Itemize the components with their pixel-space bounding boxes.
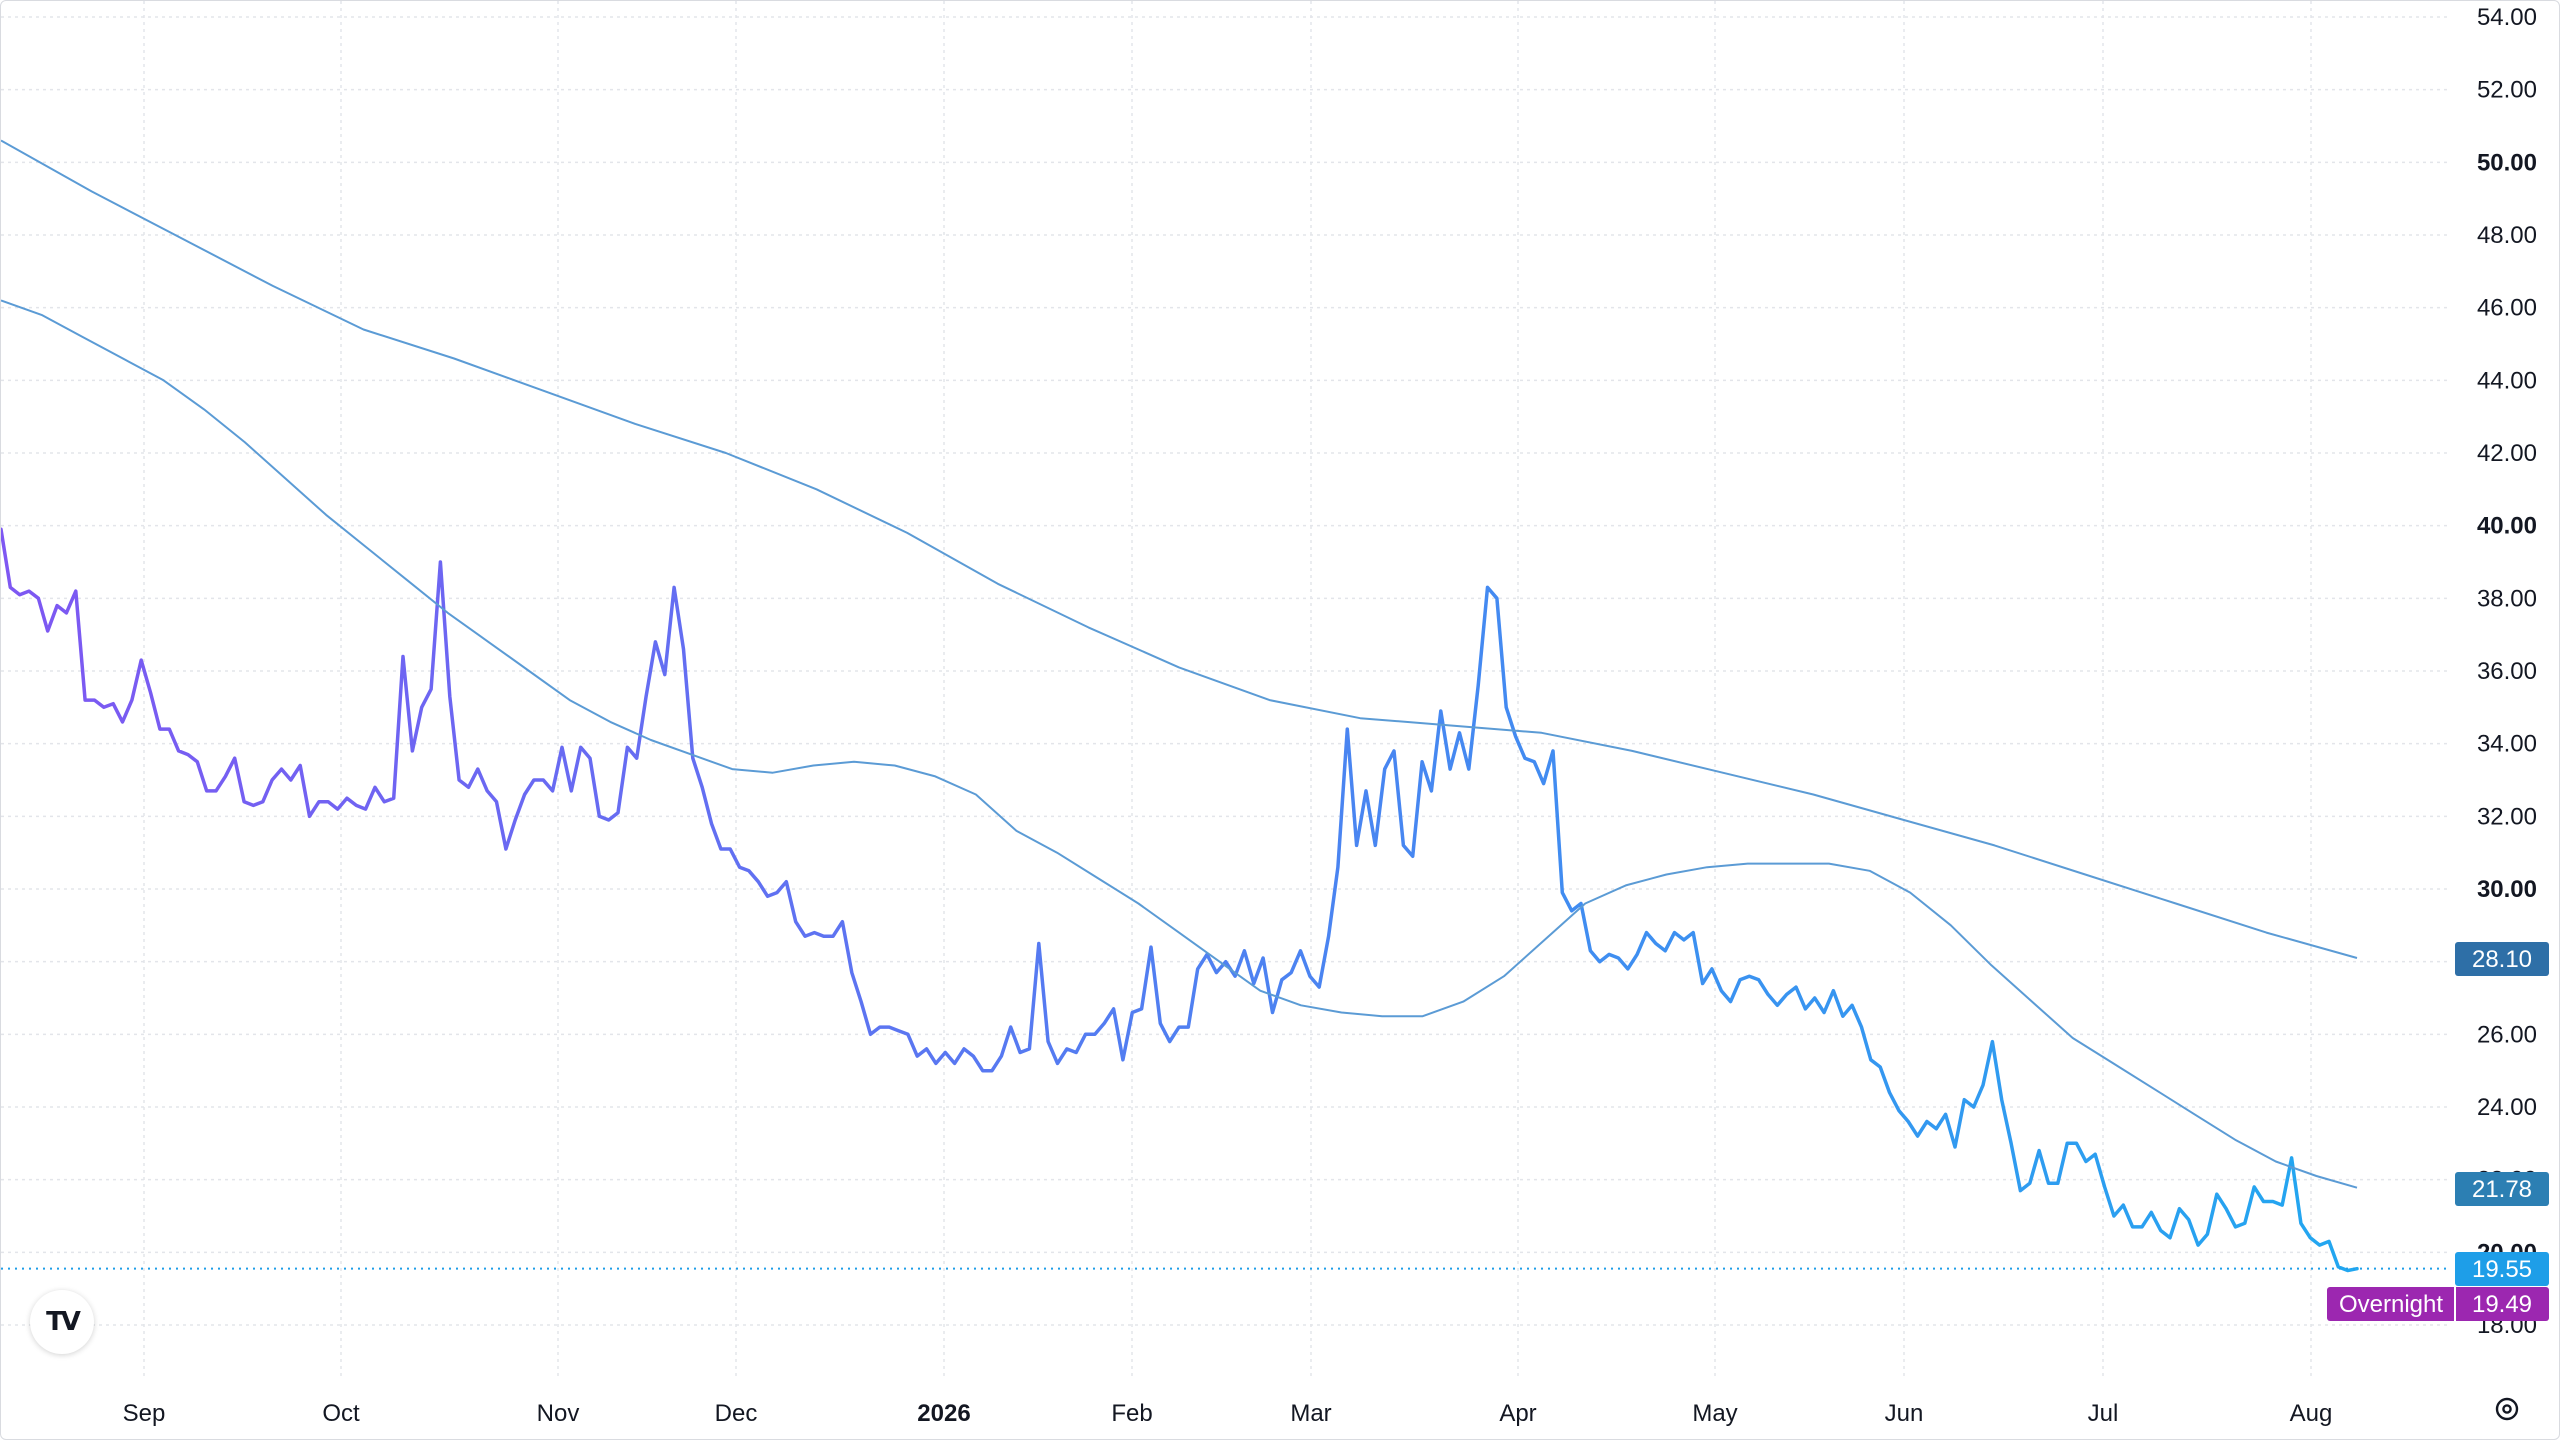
last-price-badge-bg — [2455, 1252, 2549, 1286]
y-tick-label: 38.00 — [2477, 585, 2537, 612]
ma-long-badge[interactable]: 28.10 — [2455, 942, 2549, 976]
x-tick-label: Mar — [1290, 1400, 1331, 1427]
y-tick-label: 30.00 — [2477, 876, 2537, 903]
tradingview-logo-icon[interactable]: TV — [30, 1290, 94, 1354]
y-tick-label: 48.00 — [2477, 222, 2537, 249]
y-tick-label: 32.00 — [2477, 803, 2537, 830]
x-tick-label: Oct — [322, 1400, 360, 1427]
ma-long-badge-value: 28.10 — [2472, 946, 2532, 973]
price-series-line — [1, 527, 2359, 1273]
x-tick-label: Apr — [1499, 1400, 1536, 1427]
y-tick-label: 42.00 — [2477, 440, 2537, 467]
last-price-badge-value: 19.55 — [2472, 1256, 2532, 1283]
ma-short-badge[interactable]: 21.78 — [2455, 1172, 2549, 1206]
x-tick-label: Jul — [2088, 1400, 2119, 1427]
overnight-label: Overnight — [2339, 1291, 2443, 1318]
y-tick-label: 34.00 — [2477, 731, 2537, 758]
y-tick-label: 44.00 — [2477, 367, 2537, 394]
x-tick-label: May — [1692, 1400, 1737, 1427]
ma-short-badge-value: 21.78 — [2472, 1176, 2532, 1203]
overnight-value: 19.49 — [2472, 1291, 2532, 1318]
x-tick-label: Nov — [537, 1400, 580, 1427]
x-tick-label: 2026 — [917, 1400, 970, 1427]
x-tick-label: Feb — [1111, 1400, 1152, 1427]
x-tick-label: Sep — [123, 1400, 166, 1427]
overnight-badge-bg — [2327, 1287, 2549, 1321]
x-tick-label: Jun — [1885, 1400, 1924, 1427]
settings-icon[interactable] — [2492, 1394, 2522, 1424]
logo-text: TV — [46, 1307, 81, 1337]
x-tick-label: Dec — [715, 1400, 758, 1427]
y-tick-label: 52.00 — [2477, 77, 2537, 104]
y-tick-label: 46.00 — [2477, 295, 2537, 322]
y-tick-label: 36.00 — [2477, 658, 2537, 685]
x-tick-label: Aug — [2290, 1400, 2333, 1427]
y-tick-label: 54.00 — [2477, 4, 2537, 31]
last-price-badge[interactable]: 19.55 — [2455, 1252, 2549, 1286]
y-tick-label: 50.00 — [2477, 149, 2537, 176]
y-tick-label: 24.00 — [2477, 1094, 2537, 1121]
ma-long-badge-bg — [2455, 942, 2549, 976]
ma-short-badge-bg — [2455, 1172, 2549, 1206]
y-tick-label: 40.00 — [2477, 513, 2537, 540]
y-tick-label: 26.00 — [2477, 1021, 2537, 1048]
moving-average-long-line — [1, 139, 2358, 959]
overnight-badge[interactable]: Overnight 19.49 — [2327, 1287, 2549, 1321]
moving-average-short-line — [1, 299, 2358, 1189]
